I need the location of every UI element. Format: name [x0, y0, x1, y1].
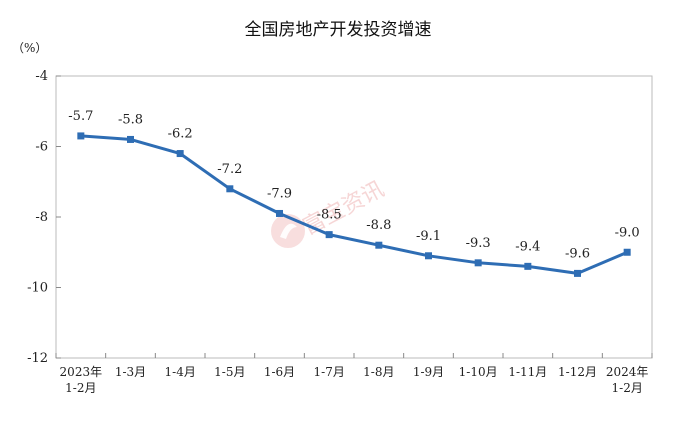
data-label: -5.7 — [68, 109, 93, 124]
y-unit-label: （%） — [12, 41, 47, 55]
data-point — [176, 150, 184, 158]
x-tick-label: 1-2月 — [612, 381, 643, 395]
x-tick-label: 1-2月 — [65, 381, 96, 395]
y-tick-label: -12 — [27, 351, 48, 366]
data-point — [425, 252, 432, 260]
series-layer — [77, 132, 631, 277]
data-label: -8.5 — [317, 208, 342, 223]
x-axis: 2023年 1-2月 1-3月 1-4月 1-5月 1-6月 1-7月 1-8月 1-9月 1-1… — [55, 353, 653, 395]
data-label: -9.3 — [466, 236, 491, 251]
data-label: -8.8 — [366, 218, 391, 233]
data-point — [325, 231, 333, 239]
x-tick-label: 1-10月 — [459, 365, 498, 379]
x-tick-label: 1-7月 — [314, 365, 345, 379]
x-tick-label: 1-3月 — [115, 365, 146, 379]
data-label: -9.6 — [565, 246, 590, 261]
x-tick-label: 2023年 — [60, 365, 103, 379]
data-label: -9.0 — [615, 225, 640, 240]
data-point — [574, 269, 581, 277]
data-point — [524, 262, 532, 270]
data-point — [77, 132, 85, 140]
x-tick-label: 1-5月 — [214, 365, 245, 379]
data-label: -5.8 — [118, 112, 143, 127]
data-point — [276, 209, 283, 217]
y-tick-label: -10 — [27, 281, 48, 296]
x-tick-label: 1-6月 — [264, 365, 295, 379]
y-tick-label: -6 — [35, 140, 48, 155]
y-tick-label: -8 — [35, 210, 48, 225]
x-tick-label: 1-4月 — [165, 365, 196, 379]
data-point — [226, 185, 234, 193]
x-tick-label: 2024年 — [606, 365, 649, 379]
data-point — [474, 259, 482, 267]
series-line — [80, 134, 628, 275]
data-labels: -5.7 -5.8 -6.2 -7.2 -7.9 -8.5 -8.8 -9.1 -9.3 -9.4… — [68, 109, 639, 261]
data-point — [127, 135, 134, 143]
data-point — [623, 248, 631, 256]
data-label: -6.2 — [168, 127, 193, 142]
data-point — [375, 241, 383, 249]
data-label: -9.4 — [515, 239, 540, 254]
y-tick-label: -4 — [35, 69, 48, 84]
y-axis: -4 -6 -8 -10 -12 — [27, 69, 61, 366]
x-tick-label: 1-12月 — [558, 365, 597, 379]
x-tick-label: 1-11月 — [508, 365, 547, 379]
data-label: -9.1 — [416, 229, 441, 244]
data-label: -7.2 — [217, 162, 242, 177]
chart-title: 全国房地产开发投资增速 — [245, 20, 432, 40]
x-tick-label: 1-9月 — [413, 365, 444, 379]
data-label: -7.9 — [267, 186, 292, 201]
x-tick-label: 1-8月 — [363, 365, 394, 379]
